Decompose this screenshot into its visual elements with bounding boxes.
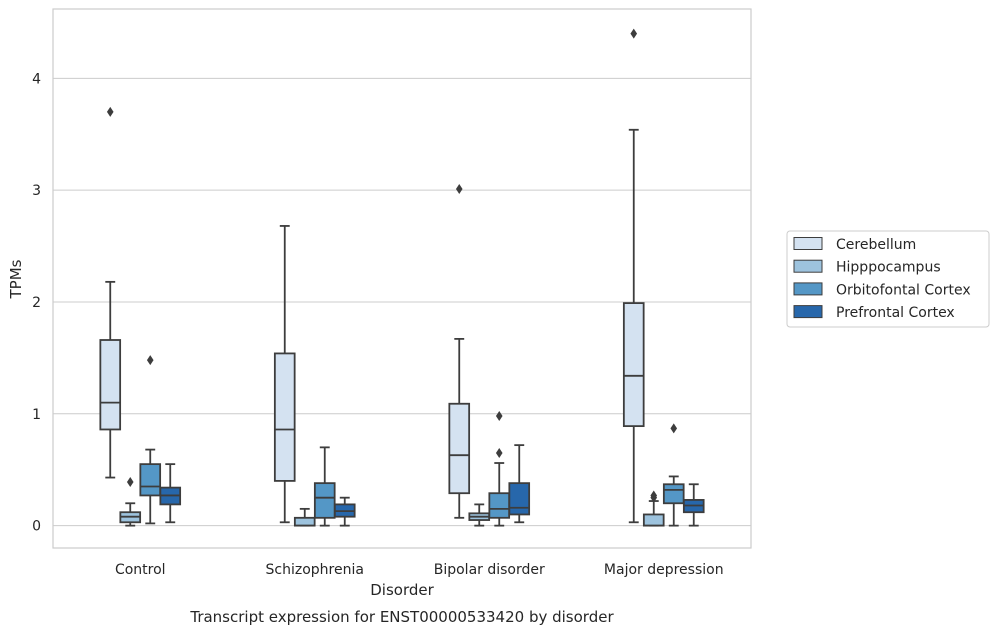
outlier-point [495, 447, 503, 458]
outlier-point [670, 423, 678, 434]
legend-swatch [793, 305, 823, 319]
outlier-point [106, 106, 114, 117]
outlier-point [630, 28, 638, 39]
x-axis-label: Disorder [370, 581, 434, 599]
box-marks [99, 28, 705, 527]
box-group [642, 490, 665, 527]
legend-label: Orbitofontal Cortex [836, 282, 971, 298]
outlier-point [455, 184, 463, 195]
box [99, 339, 122, 431]
box [139, 463, 162, 497]
outlier-point [126, 477, 134, 488]
x-tick-label: Control [115, 562, 166, 578]
plot-area-frame [52, 8, 752, 549]
box-group [682, 483, 705, 527]
box-group [488, 411, 511, 527]
box-group [293, 507, 316, 527]
box [508, 482, 531, 516]
box [293, 516, 316, 527]
legend-label: Cerebellum [836, 237, 916, 253]
x-tick-labels: Control Schizophrenia Bipolar disorder Majo… [115, 562, 724, 578]
box-group [273, 225, 296, 524]
legend-label: Prefrontal Cortex [836, 305, 955, 321]
box-group [119, 477, 142, 527]
y-tick-label: 4 [32, 71, 41, 87]
outlier-point [650, 492, 658, 503]
box [642, 513, 665, 527]
x-tick-label: Bipolar disorder [434, 562, 545, 578]
x-tick-label: Schizophrenia [266, 562, 364, 578]
box [448, 402, 471, 495]
outlier-point [146, 355, 154, 366]
y-tick-label: 1 [32, 407, 41, 423]
y-tick-label: 2 [32, 295, 41, 311]
box-group [159, 463, 182, 524]
box-group [313, 446, 336, 527]
x-tick-label: Major depression [604, 562, 724, 578]
box-group [622, 28, 645, 524]
y-tick-label: 0 [32, 519, 41, 535]
box-group [662, 423, 685, 527]
y-axis-label: TPMs [7, 259, 25, 299]
legend: Cerebellum Hipppocampus Orbitofontal Corte… [786, 230, 990, 328]
box-group [139, 355, 162, 525]
legend-label: Hipppocampus [836, 260, 941, 276]
chart-caption: Transcript expression for ENST0000053342… [189, 608, 614, 626]
box-group [508, 444, 531, 524]
box [622, 302, 645, 428]
box [662, 483, 685, 505]
y-tick-label: 3 [32, 183, 41, 199]
legend-swatch [793, 237, 823, 250]
legend-swatch [793, 282, 823, 296]
box [488, 492, 511, 519]
box-group [448, 184, 471, 519]
box [273, 352, 296, 482]
outlier-point [495, 411, 503, 422]
grid-lines [53, 77, 751, 527]
legend-frame [786, 230, 990, 328]
y-tick-labels: 0 1 2 3 4 [32, 71, 41, 534]
box-group [468, 503, 491, 527]
box [313, 482, 336, 519]
legend-swatch [793, 259, 823, 273]
box-group [333, 496, 356, 527]
box-group [99, 106, 122, 479]
